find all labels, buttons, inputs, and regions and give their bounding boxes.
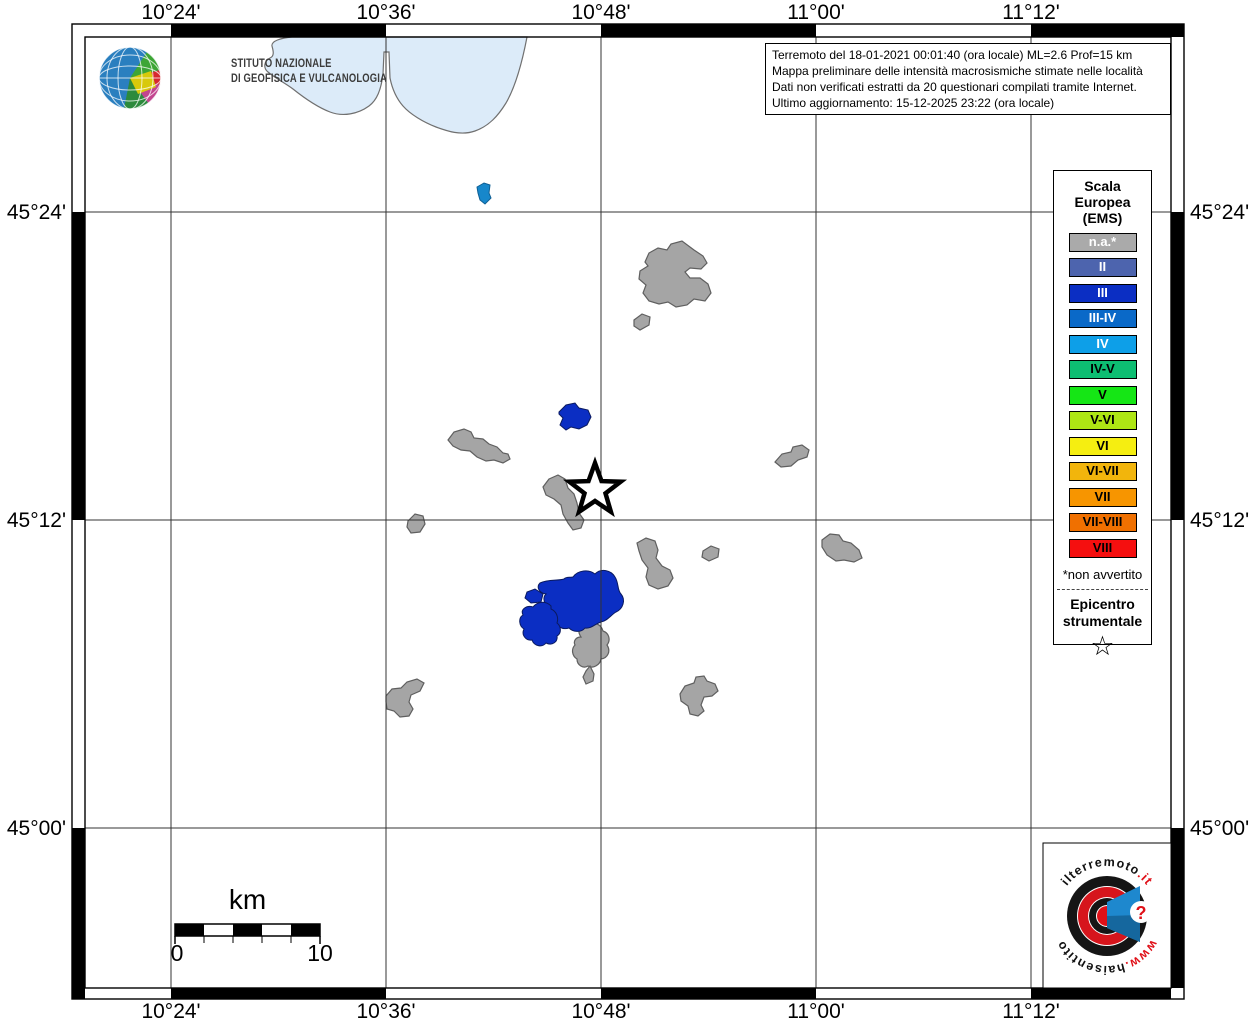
lon-label-top: 10°36' bbox=[356, 1, 416, 24]
locality-polygon bbox=[447, 428, 511, 464]
earthquake-info-box: Terremoto del 18-01-2021 00:01:40 (ora l… bbox=[765, 43, 1171, 115]
info-line-event: Terremoto del 18-01-2021 00:01:40 (ora l… bbox=[772, 48, 1133, 62]
locality-polygon bbox=[679, 675, 719, 717]
lon-label-top: 10°24' bbox=[141, 1, 201, 24]
intensity-legend: Scala Europea (EMS) n.a.* II III III-IV … bbox=[1053, 170, 1152, 660]
legend-title-line: Scala bbox=[1084, 178, 1121, 194]
legend-epicenter-line: strumentale bbox=[1062, 612, 1143, 629]
legend-item-vii-viii: VII-VIII bbox=[1068, 513, 1137, 532]
lon-label-bottom: 10°48' bbox=[571, 1000, 631, 1023]
institute-caption: STITUTO NAZIONALE DI GEOFISICA E VULCANO… bbox=[231, 57, 387, 87]
info-line-updated: Ultimo aggiornamento: 15-12-2025 23:22 (… bbox=[772, 96, 1055, 110]
locality-polygon bbox=[633, 313, 651, 331]
legend-item-iii: III bbox=[1068, 283, 1137, 303]
institute-caption-line2: DI GEOFISICA E VULCANOLOGIA bbox=[231, 73, 388, 85]
lon-label-bottom: 11°00' bbox=[787, 1000, 845, 1023]
scale-bar-unit: km bbox=[228, 884, 267, 915]
scale-bar-start: 0 bbox=[170, 940, 184, 966]
legend-epicenter-line: Epicentro bbox=[1070, 595, 1135, 612]
locality-polygon-intensity-iii bbox=[519, 601, 561, 647]
info-line-questionnaires: Dati non verificati estratti da 20 quest… bbox=[772, 80, 1137, 94]
info-line-map-type: Mappa preliminare delle intensità macros… bbox=[772, 64, 1143, 78]
legend-item-iv: IV bbox=[1068, 334, 1137, 354]
ingv-logo bbox=[98, 46, 162, 110]
lat-label-left: 45°12' bbox=[6, 509, 66, 532]
haisentito-logo: ? ilterremoto.it www.haisentito bbox=[1042, 842, 1172, 989]
lon-label-bottom: 11°12' bbox=[1002, 1000, 1060, 1023]
lat-label-right: 45°24' bbox=[1190, 201, 1250, 224]
map-graticule bbox=[85, 37, 1171, 988]
legend-item-iv-v: IV-V bbox=[1068, 360, 1137, 379]
locality-polygon bbox=[636, 537, 674, 590]
legend-item-vi: VI bbox=[1068, 436, 1137, 456]
institute-caption-line1: STITUTO NAZIONALE bbox=[231, 58, 332, 70]
lat-label-left: 45°24' bbox=[6, 201, 66, 224]
locality-polygon bbox=[542, 474, 585, 531]
legend-separator bbox=[1057, 588, 1148, 590]
legend-item-v: V bbox=[1068, 385, 1137, 405]
lon-label-top: 11°12' bbox=[1002, 1, 1060, 24]
legend-item-viii: VIII bbox=[1068, 538, 1137, 558]
legend-footnote: *non avvertito bbox=[1062, 566, 1143, 582]
legend-item-ii: II bbox=[1068, 258, 1137, 277]
lon-label-bottom: 10°24' bbox=[141, 1000, 201, 1023]
legend-item-vi-vii: VI-VII bbox=[1068, 462, 1137, 481]
locality-polygon bbox=[406, 513, 426, 534]
scale-bar bbox=[174, 923, 321, 944]
legend-item-na: n.a.* bbox=[1068, 232, 1137, 252]
lon-label-bottom: 10°36' bbox=[356, 1000, 416, 1023]
epicenter-star-legend-icon: ☆ bbox=[1090, 630, 1115, 661]
locality-polygon bbox=[582, 664, 595, 685]
locality-polygon-intensity-iii bbox=[537, 569, 624, 632]
question-mark: ? bbox=[1136, 903, 1147, 923]
legend-title: Scala Europea (EMS) bbox=[1054, 178, 1151, 226]
locality-polygon bbox=[821, 533, 863, 563]
lon-label-top: 11°00' bbox=[787, 1, 845, 24]
lat-label-right: 45°00' bbox=[1190, 817, 1250, 840]
legend-item-vii: VII bbox=[1068, 487, 1137, 507]
locality-polygon bbox=[774, 444, 810, 468]
lat-label-right: 45°12' bbox=[1190, 509, 1250, 532]
locality-polygon-intensity-iii bbox=[558, 402, 592, 431]
locality-polygon bbox=[701, 545, 720, 562]
lake-polygon bbox=[264, 36, 528, 134]
locality-polygon bbox=[638, 240, 712, 308]
lon-label-top: 10°48' bbox=[571, 1, 631, 24]
legend-title-line: (EMS) bbox=[1082, 210, 1123, 226]
lat-label-left: 45°00' bbox=[6, 817, 66, 840]
scale-bar-end: 10 bbox=[307, 940, 333, 966]
legend-item-v-vi: V-VI bbox=[1068, 411, 1137, 430]
legend-item-iii-iv: III-IV bbox=[1068, 309, 1137, 328]
legend-title-line: Europea bbox=[1074, 194, 1131, 210]
map-frame bbox=[71, 23, 1185, 1000]
locality-polygon-intensity-iii bbox=[524, 588, 544, 604]
locality-polygon bbox=[385, 678, 425, 718]
locality-polygon-small-blue bbox=[476, 182, 492, 205]
epicenter-star-icon bbox=[562, 456, 628, 518]
legend-epicenter-title: Epicentro strumentale bbox=[1054, 596, 1151, 630]
